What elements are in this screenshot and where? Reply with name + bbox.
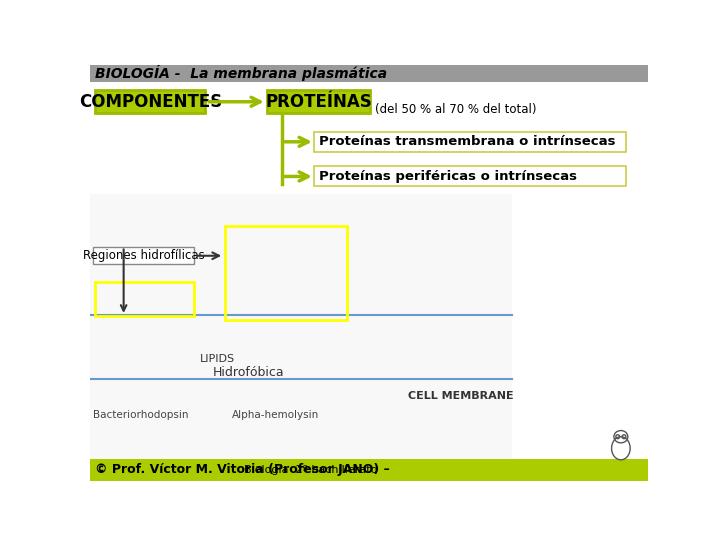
Text: COMPONENTES: COMPONENTES bbox=[78, 93, 222, 111]
FancyBboxPatch shape bbox=[96, 90, 205, 113]
FancyBboxPatch shape bbox=[314, 166, 626, 186]
Text: (del 50 % al 70 % del total): (del 50 % al 70 % del total) bbox=[375, 103, 536, 116]
Text: CELL MEMBRANE: CELL MEMBRANE bbox=[408, 391, 513, 401]
Text: Regiones hidrofílicas: Regiones hidrofílicas bbox=[83, 249, 204, 262]
FancyBboxPatch shape bbox=[90, 194, 648, 459]
Text: Proteínas transmembrana o intrínsecas: Proteínas transmembrana o intrínsecas bbox=[319, 136, 615, 148]
FancyBboxPatch shape bbox=[90, 459, 648, 481]
Text: PROTEÍNAS: PROTEÍNAS bbox=[265, 93, 372, 111]
Text: LIPIDS: LIPIDS bbox=[200, 354, 235, 364]
FancyBboxPatch shape bbox=[93, 247, 194, 264]
FancyBboxPatch shape bbox=[267, 90, 370, 113]
FancyBboxPatch shape bbox=[314, 132, 626, 152]
Text: Biología  2º bachillerato: Biología 2º bachillerato bbox=[244, 464, 377, 475]
Text: BIOLOGÍA -  La membrana plasmática: BIOLOGÍA - La membrana plasmática bbox=[94, 65, 387, 82]
Text: Alpha-hemolysin: Alpha-hemolysin bbox=[233, 410, 320, 420]
FancyBboxPatch shape bbox=[90, 65, 648, 82]
Text: Hidrofóbica: Hidrofóbica bbox=[213, 366, 284, 379]
Text: Bacteriorhodopsin: Bacteriorhodopsin bbox=[93, 410, 188, 420]
Text: Proteínas periféricas o intrínsecas: Proteínas periféricas o intrínsecas bbox=[319, 170, 577, 183]
Text: © Prof. Víctor M. Vitoria (Profesor JANO) –: © Prof. Víctor M. Vitoria (Profesor JANO… bbox=[94, 463, 390, 476]
FancyBboxPatch shape bbox=[90, 194, 513, 459]
